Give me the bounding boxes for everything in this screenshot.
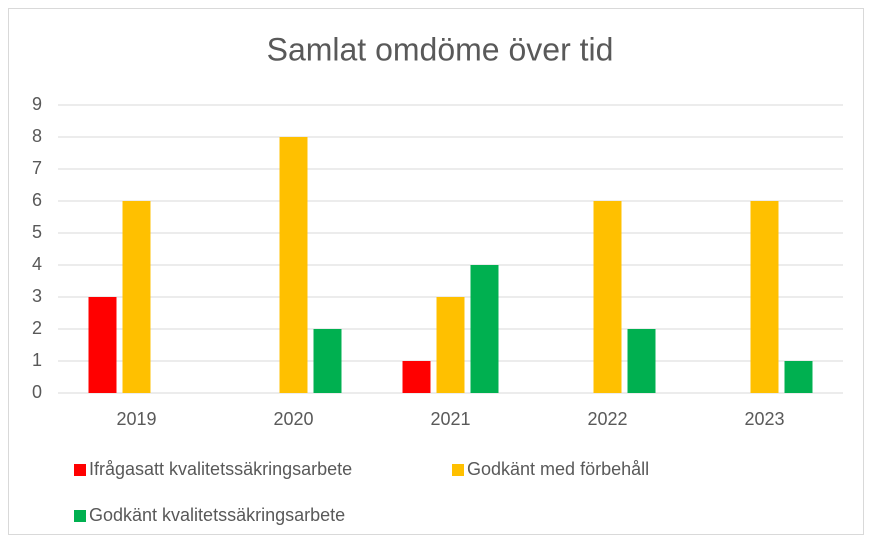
legend-label: Godkänt kvalitetssäkringsarbete [89, 505, 345, 525]
y-tick-label: 4 [32, 254, 42, 274]
x-tick-label: 2023 [744, 409, 784, 429]
bar [436, 297, 465, 393]
chart-title: Samlat omdöme över tid [267, 31, 614, 67]
bar [88, 297, 117, 393]
legend-swatch [452, 464, 464, 476]
y-tick-label: 2 [32, 318, 42, 338]
y-tick-label: 5 [32, 222, 42, 242]
bar [279, 137, 308, 393]
legend-swatch [74, 464, 86, 476]
bar [627, 329, 656, 393]
x-tick-label: 2022 [587, 409, 627, 429]
bar [402, 361, 431, 393]
bar [750, 201, 779, 393]
x-tick-label: 2021 [430, 409, 470, 429]
y-tick-label: 1 [32, 350, 42, 370]
y-tick-label: 3 [32, 286, 42, 306]
bar [313, 329, 342, 393]
legend-label: Ifrågasatt kvalitetssäkringsarbete [89, 459, 352, 479]
x-tick-label: 2019 [116, 409, 156, 429]
chart-border [8, 8, 864, 535]
y-tick-label: 0 [32, 382, 42, 402]
y-tick-label: 6 [32, 190, 42, 210]
x-tick-label: 2020 [273, 409, 313, 429]
bar [593, 201, 622, 393]
y-tick-label: 8 [32, 126, 42, 146]
legend-swatch [74, 510, 86, 522]
legend-label: Godkänt med förbehåll [467, 459, 649, 479]
y-tick-label: 7 [32, 158, 42, 178]
y-tick-label: 9 [32, 94, 42, 114]
bar [470, 265, 499, 393]
bar [784, 361, 813, 393]
bar [122, 201, 151, 393]
